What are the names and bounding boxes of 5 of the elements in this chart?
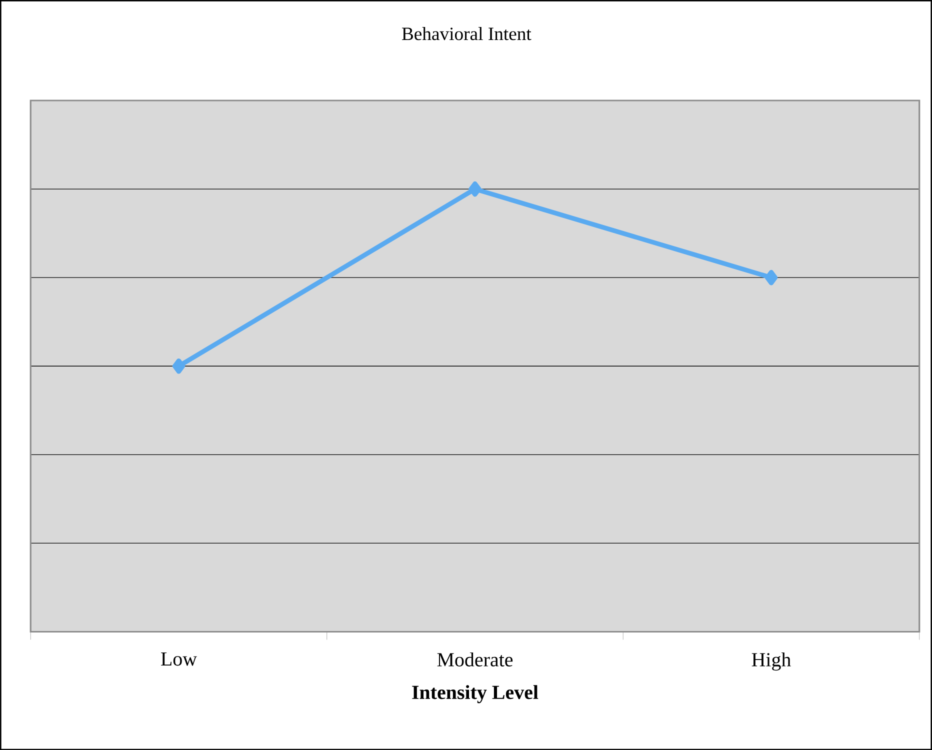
x-tick-label: Low — [161, 652, 197, 666]
chart-title: Behavioral Intent — [402, 26, 532, 40]
x-axis-title: Intensity Level — [412, 684, 538, 704]
x-tick-label: High — [752, 652, 791, 670]
x-tick-label: Moderate — [437, 652, 513, 666]
